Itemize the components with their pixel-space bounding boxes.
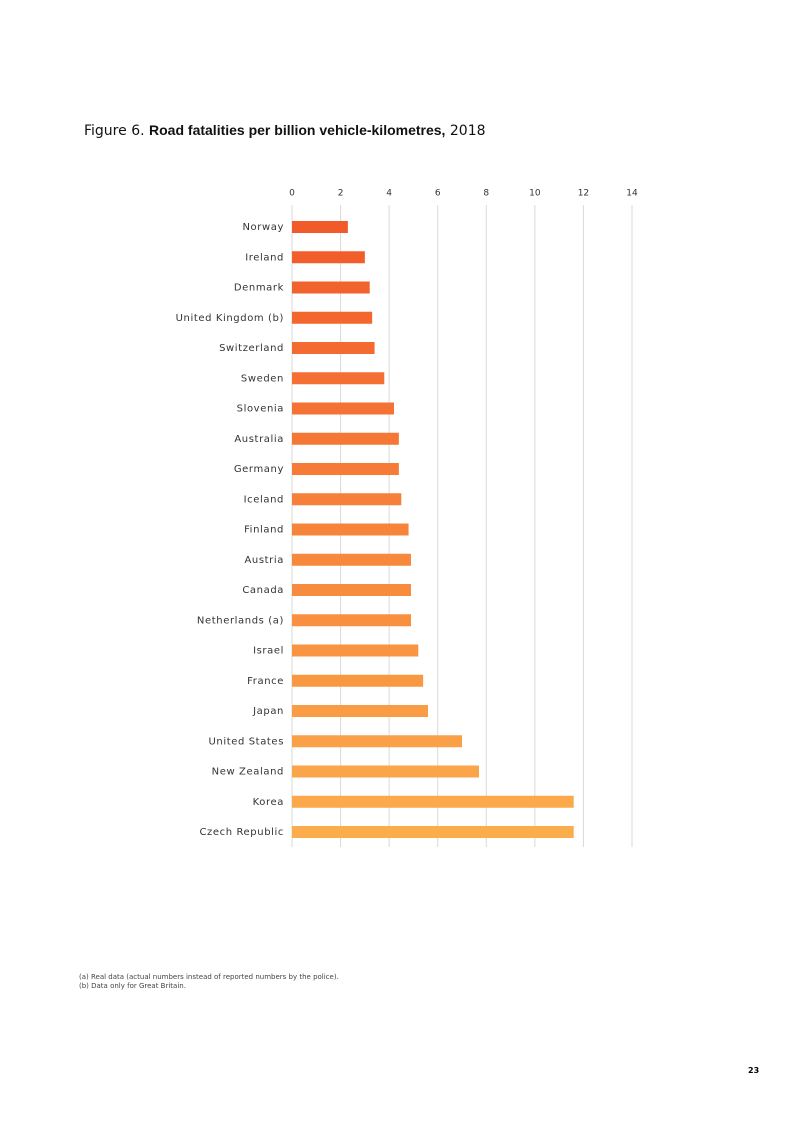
bar	[292, 644, 419, 657]
bar	[292, 251, 365, 264]
y-tick-label: Austria	[244, 555, 284, 566]
bar	[292, 553, 411, 566]
x-tick-label: 6	[435, 189, 441, 199]
bar	[292, 795, 574, 808]
bar	[292, 674, 424, 687]
bar	[292, 614, 411, 627]
chart: 0 2 4 6 8 10 12 14 Norway Ireland Denmark United Ki…	[176, 189, 638, 847]
y-tick-label: Germany	[234, 464, 284, 475]
y-tick-label: Sweden	[241, 373, 284, 384]
y-tick-label: Iceland	[244, 494, 284, 505]
x-tick-label: 12	[578, 189, 589, 199]
y-tick-label: New Zealand	[212, 767, 284, 778]
footnote: (a) Real data (actual numbers instead of…	[79, 973, 339, 981]
bar	[292, 826, 574, 838]
footnotes: (a) Real data (actual numbers instead of…	[79, 973, 339, 991]
x-tick-label: 8	[483, 189, 489, 199]
bar	[292, 432, 399, 445]
y-tick-label: Netherlands (a)	[197, 615, 284, 626]
x-tick-label: 14	[626, 189, 638, 199]
y-tick-label: Australia	[234, 434, 284, 445]
y-tick-label: Korea	[253, 797, 284, 808]
y-tick-label: Norway	[242, 222, 284, 233]
page-number: 23	[748, 1066, 760, 1075]
figure-title: Figure 6. Road fatalities per billion ve…	[84, 122, 486, 139]
bar	[292, 493, 402, 506]
title-year: 2018	[449, 123, 486, 139]
bar	[292, 342, 375, 354]
bar	[292, 523, 409, 536]
y-tick-label: France	[247, 676, 284, 687]
y-tick-label: Finland	[244, 525, 284, 536]
bar	[292, 735, 462, 748]
y-tick-label: Israel	[253, 646, 284, 657]
footnote: (b) Data only for Great Britain.	[79, 982, 186, 990]
y-tick-label: Denmark	[234, 283, 284, 294]
figure-label: Figure 6.	[84, 123, 145, 139]
bar	[292, 372, 385, 385]
y-tick-label: United States	[208, 736, 284, 747]
x-tick-label: 0	[289, 189, 295, 199]
y-tick-label: Switzerland	[219, 343, 284, 354]
y-tick-label: Czech Republic	[199, 827, 284, 838]
y-tick-label: Canada	[242, 585, 284, 596]
x-tick-label: 4	[386, 189, 392, 199]
y-tick-label: United Kingdom (b)	[176, 313, 284, 324]
bar	[292, 221, 348, 233]
y-tick-label: Slovenia	[237, 404, 284, 415]
x-tick-label: 10	[529, 189, 541, 199]
y-tick-label: Japan	[252, 706, 284, 717]
bar	[292, 584, 411, 596]
x-tick-label: 2	[338, 189, 344, 199]
bar	[292, 311, 373, 324]
bar	[292, 765, 479, 778]
bar	[292, 705, 428, 717]
y-tick-label: Ireland	[245, 252, 284, 263]
bar	[292, 463, 399, 475]
bar	[292, 402, 394, 415]
bar	[292, 281, 370, 294]
title-text: Road fatalities per billion vehicle-kilo…	[149, 122, 446, 138]
